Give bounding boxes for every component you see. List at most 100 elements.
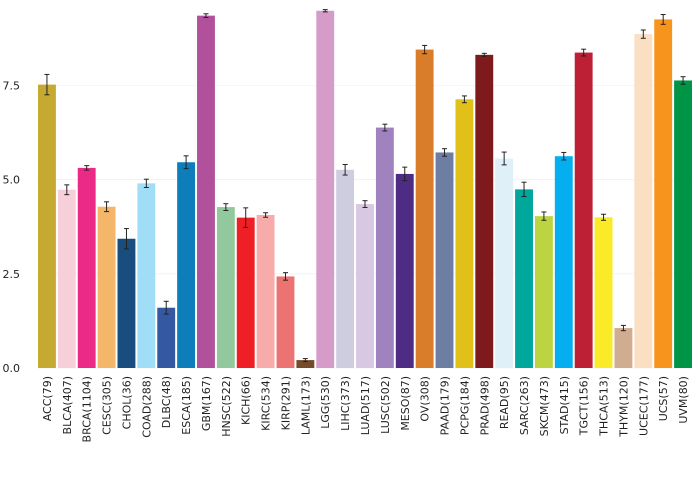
bar — [356, 204, 374, 368]
y-tick-label: 2.5 — [3, 268, 21, 281]
x-tick-label: THCA(513) — [598, 376, 611, 437]
x-tick-label: GBM(167) — [200, 376, 213, 431]
bar — [177, 162, 196, 368]
error-bar — [302, 358, 308, 363]
x-tick-label: DLBC(48) — [160, 376, 173, 428]
bar — [534, 216, 553, 368]
bar — [574, 52, 593, 368]
error-bar — [601, 213, 607, 221]
x-tick-label: KICH(66) — [240, 376, 253, 425]
error-bar — [422, 44, 428, 55]
bar — [137, 183, 156, 368]
x-tick-label: LGG(530) — [319, 376, 332, 429]
error-bar — [620, 324, 626, 332]
error-bar — [44, 73, 50, 96]
bar — [57, 189, 76, 368]
bar — [554, 156, 573, 368]
bar — [197, 15, 215, 369]
bar — [157, 307, 176, 368]
bar — [435, 152, 454, 368]
x-tick-label: READ(95) — [498, 376, 511, 429]
bar — [395, 173, 414, 368]
error-bar — [680, 76, 686, 85]
error-bar — [64, 184, 70, 196]
x-tick-label: COAD(288) — [140, 376, 153, 438]
bar — [614, 328, 633, 368]
y-tick-label: 5.0 — [3, 174, 21, 187]
error-bar — [442, 148, 448, 157]
bar — [495, 158, 514, 368]
bar — [634, 34, 653, 369]
error-bar — [143, 178, 149, 188]
bar — [654, 19, 673, 369]
error-bar — [282, 272, 288, 281]
x-tick-label: STAD(415) — [558, 376, 571, 434]
x-tick-label: LAML(173) — [299, 376, 312, 435]
x-tick-label: OV(308) — [419, 376, 432, 422]
bar — [674, 80, 692, 368]
error-bar — [362, 200, 368, 208]
x-tick-label: HNSC(522) — [220, 376, 233, 437]
error-bar — [660, 14, 666, 25]
x-tick-label: TGCT(156) — [578, 376, 591, 436]
x-tick-label: UVM(80) — [677, 376, 690, 424]
error-bar — [640, 29, 646, 39]
bar — [38, 84, 56, 368]
x-tick-label: UCEC(177) — [637, 376, 650, 436]
error-bar — [104, 201, 110, 213]
bar — [455, 99, 474, 368]
bar — [256, 215, 275, 368]
bar — [216, 207, 235, 368]
x-tick-label: KIRP(291) — [279, 376, 292, 430]
y-tick-label: 7.5 — [3, 79, 21, 92]
error-bar — [382, 123, 388, 132]
bar — [77, 167, 96, 368]
bar — [515, 189, 533, 368]
x-tick-label: ACC(79) — [41, 376, 54, 421]
bar — [375, 127, 394, 368]
x-axis: ACC(79) BLCA(407) BRCA(1104) CESC(305) CHOL(… — [41, 376, 690, 442]
x-tick-label: BRCA(1104) — [81, 376, 94, 442]
x-tick-label: LIHC(373) — [339, 376, 352, 431]
error-bar — [84, 165, 90, 171]
bar — [415, 49, 434, 368]
error-bar — [203, 13, 209, 19]
x-tick-label: PAAD(179) — [439, 376, 452, 435]
x-tick-label: SARC(263) — [518, 376, 531, 435]
error-bar — [183, 155, 189, 170]
error-bar — [163, 300, 169, 315]
error-bar — [461, 95, 467, 104]
bar — [276, 276, 295, 368]
bar — [316, 10, 335, 368]
error-bar — [501, 151, 507, 166]
bar — [594, 217, 613, 368]
x-tick-label: CESC(305) — [101, 376, 114, 435]
x-tick-label: BLCA(407) — [61, 376, 74, 434]
x-tick-label: KIRC(534) — [260, 376, 273, 431]
x-tick-label: LUSC(502) — [379, 376, 392, 434]
x-tick-label: PRAD(498) — [478, 376, 491, 435]
error-bar — [481, 52, 487, 57]
error-bar — [581, 48, 587, 57]
bar — [475, 54, 494, 369]
error-bar — [342, 164, 348, 176]
error-bar — [123, 228, 129, 250]
error-bar — [402, 166, 408, 182]
error-bars — [44, 9, 686, 363]
bar — [236, 217, 255, 368]
bar — [117, 238, 136, 368]
x-tick-label: LUAD(517) — [359, 376, 372, 435]
error-bar — [561, 151, 567, 161]
x-tick-label: CHOL(36) — [120, 376, 133, 429]
x-tick-label: PCPG(184) — [458, 376, 471, 435]
error-bar — [263, 212, 269, 218]
y-axis: 0.0 2.5 5.0 7.5 — [3, 79, 21, 375]
x-tick-label: ESCA(185) — [180, 376, 193, 435]
error-bar — [243, 207, 249, 228]
x-tick-label: THYM(120) — [617, 376, 630, 438]
bar — [296, 360, 315, 368]
y-tick-label: 0.0 — [3, 362, 21, 375]
error-bar — [322, 9, 328, 13]
bars — [38, 10, 692, 369]
